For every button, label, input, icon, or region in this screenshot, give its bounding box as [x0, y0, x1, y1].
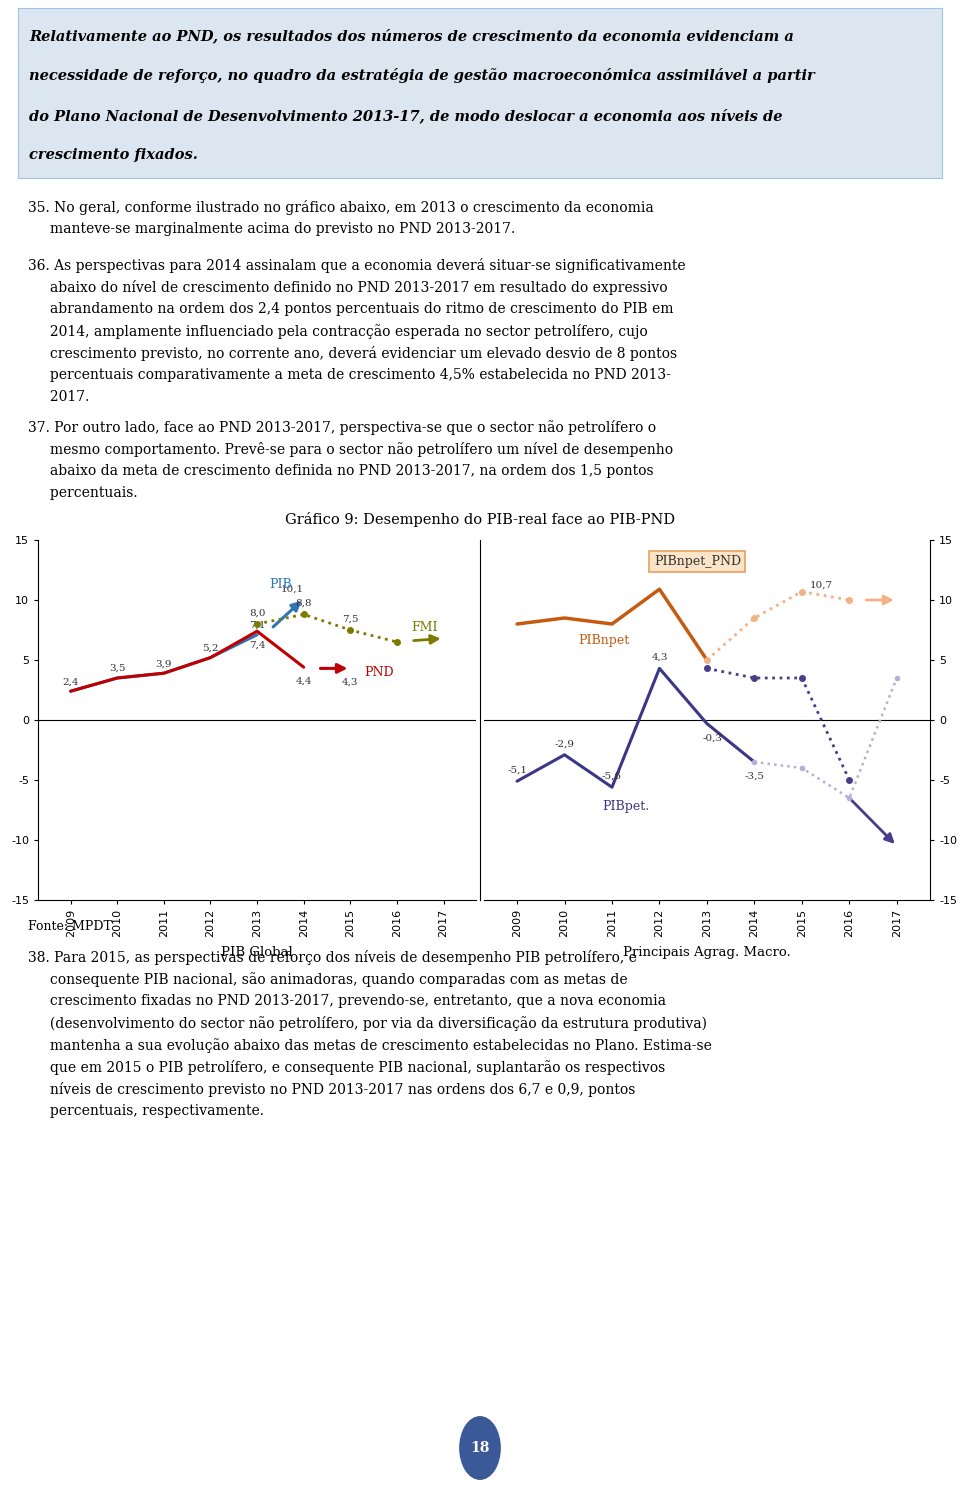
Text: 7,4: 7,4	[249, 641, 265, 650]
Text: 10,7: 10,7	[810, 580, 833, 589]
Text: 37. Por outro lado, face ao PND 2013-2017, perspectiva-se que o sector não petro: 37. Por outro lado, face ao PND 2013-201…	[28, 420, 656, 434]
Text: 8,0: 8,0	[249, 609, 265, 618]
Text: (desenvolvimento do sector não petrolífero, por via da diversificação da estrutu: (desenvolvimento do sector não petrolífe…	[28, 1016, 707, 1031]
Text: 35. No geral, conforme ilustrado no gráfico abaixo, em 2013 o crescimento da eco: 35. No geral, conforme ilustrado no gráf…	[28, 199, 654, 214]
X-axis label: Principais Agrag. Macro.: Principais Agrag. Macro.	[623, 945, 791, 958]
Text: 2014, amplamente influenciado pela contracção esperada no sector petrolífero, cu: 2014, amplamente influenciado pela contr…	[28, 324, 648, 339]
Text: que em 2015 o PIB petrolífero, e consequente PIB nacional, suplantarão os respec: que em 2015 o PIB petrolífero, e consequ…	[28, 1059, 665, 1074]
Text: -2,9: -2,9	[555, 740, 574, 748]
Text: do Plano Nacional de Desenvolvimento 2013-17, de modo deslocar a economia aos ní: do Plano Nacional de Desenvolvimento 201…	[29, 109, 782, 124]
Text: 4,4: 4,4	[296, 677, 312, 686]
Text: 7,5: 7,5	[342, 615, 358, 623]
Text: manteve-se marginalmente acima do previsto no PND 2013-2017.: manteve-se marginalmente acima do previs…	[28, 222, 516, 237]
Text: mesmo comportamento. Prevê-se para o sector não petrolífero um nível de desempen: mesmo comportamento. Prevê-se para o sec…	[28, 442, 673, 457]
Text: 18: 18	[470, 1440, 490, 1455]
Text: necessidade de reforço, no quadro da estratégia de gestão macroeconómica assimil: necessidade de reforço, no quadro da est…	[29, 68, 815, 83]
Text: Gráfico 9: Desempenho do PIB-real face ao PIB-PND: Gráfico 9: Desempenho do PIB-real face a…	[285, 512, 675, 527]
Text: abaixo do nível de crescimento definido no PND 2013-2017 em resultado do express: abaixo do nível de crescimento definido …	[28, 280, 667, 295]
Text: 3,9: 3,9	[156, 659, 172, 668]
Text: 38. Para 2015, as perspectivas de reforço dos níveis de desempenho PIB petrolífe: 38. Para 2015, as perspectivas de reforç…	[28, 949, 636, 966]
Text: 2017.: 2017.	[28, 390, 89, 405]
Text: PIBnpet: PIBnpet	[579, 634, 630, 647]
Text: 8,8: 8,8	[296, 600, 312, 609]
Text: 5,2: 5,2	[203, 644, 219, 653]
Text: PIBnpet_PND: PIBnpet_PND	[654, 555, 741, 568]
Text: percentuais.: percentuais.	[28, 487, 137, 500]
Text: PND: PND	[364, 665, 394, 679]
Text: crescimento fixadas no PND 2013-2017, prevendo-se, entretanto, que a nova econom: crescimento fixadas no PND 2013-2017, pr…	[28, 994, 666, 1007]
Text: Fonte: MPDT: Fonte: MPDT	[28, 920, 112, 933]
Text: 4,3: 4,3	[651, 653, 668, 662]
Text: consequente PIB nacional, são animadoras, quando comparadas com as metas de: consequente PIB nacional, são animadoras…	[28, 972, 628, 987]
Text: percentuais, respectivamente.: percentuais, respectivamente.	[28, 1104, 264, 1117]
Text: percentuais comparativamente a meta de crescimento 4,5% estabelecida no PND 2013: percentuais comparativamente a meta de c…	[28, 368, 671, 382]
Text: PIBpet.: PIBpet.	[603, 801, 650, 812]
Text: mantenha a sua evolução abaixo das metas de crescimento estabelecidas no Plano. : mantenha a sua evolução abaixo das metas…	[28, 1039, 712, 1054]
Text: -3,5: -3,5	[744, 772, 764, 781]
Text: -0,3: -0,3	[703, 734, 723, 743]
Text: -5,6: -5,6	[602, 772, 622, 781]
Text: 36. As perspectivas para 2014 assinalam que a economia deverá situar-se signific: 36. As perspectivas para 2014 assinalam …	[28, 257, 685, 272]
Text: 4,3: 4,3	[342, 679, 358, 687]
Text: 3,5: 3,5	[109, 664, 126, 673]
Text: abrandamento na ordem dos 2,4 pontos percentuais do ritmo de crescimento do PIB : abrandamento na ordem dos 2,4 pontos per…	[28, 302, 674, 315]
Text: -5,1: -5,1	[507, 766, 527, 775]
Text: PIB: PIB	[269, 577, 292, 591]
Text: crescimento fixados.: crescimento fixados.	[29, 149, 198, 162]
Text: crescimento previsto, no corrente ano, deverá evidenciar um elevado desvio de 8 : crescimento previsto, no corrente ano, d…	[28, 347, 677, 362]
Text: 2,4: 2,4	[62, 677, 79, 686]
X-axis label: PIB Global: PIB Global	[221, 945, 293, 958]
Text: 10,1: 10,1	[281, 585, 304, 594]
Text: Relativamente ao PND, os resultados dos números de crescimento da economia evide: Relativamente ao PND, os resultados dos …	[29, 28, 794, 43]
Text: FMI: FMI	[411, 620, 438, 634]
Text: abaixo da meta de crescimento definida no PND 2013-2017, na ordem dos 1,5 pontos: abaixo da meta de crescimento definida n…	[28, 464, 654, 478]
Text: níveis de crescimento previsto no PND 2013-2017 nas ordens dos 6,7 e 0,9, pontos: níveis de crescimento previsto no PND 20…	[28, 1082, 636, 1097]
Text: 7,1: 7,1	[249, 620, 265, 629]
